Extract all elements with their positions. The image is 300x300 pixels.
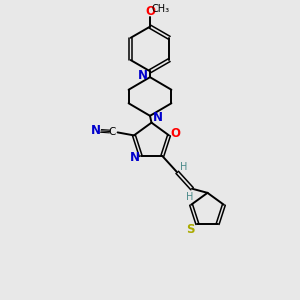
Text: N: N	[138, 69, 148, 82]
Text: O: O	[171, 127, 181, 140]
Text: CH₃: CH₃	[151, 4, 169, 14]
Text: O: O	[145, 5, 155, 18]
Text: N: N	[91, 124, 101, 136]
Text: N: N	[130, 151, 140, 164]
Text: H: H	[186, 192, 193, 202]
Text: N: N	[152, 111, 162, 124]
Text: H: H	[180, 162, 188, 172]
Text: C: C	[109, 127, 116, 137]
Text: S: S	[187, 223, 195, 236]
